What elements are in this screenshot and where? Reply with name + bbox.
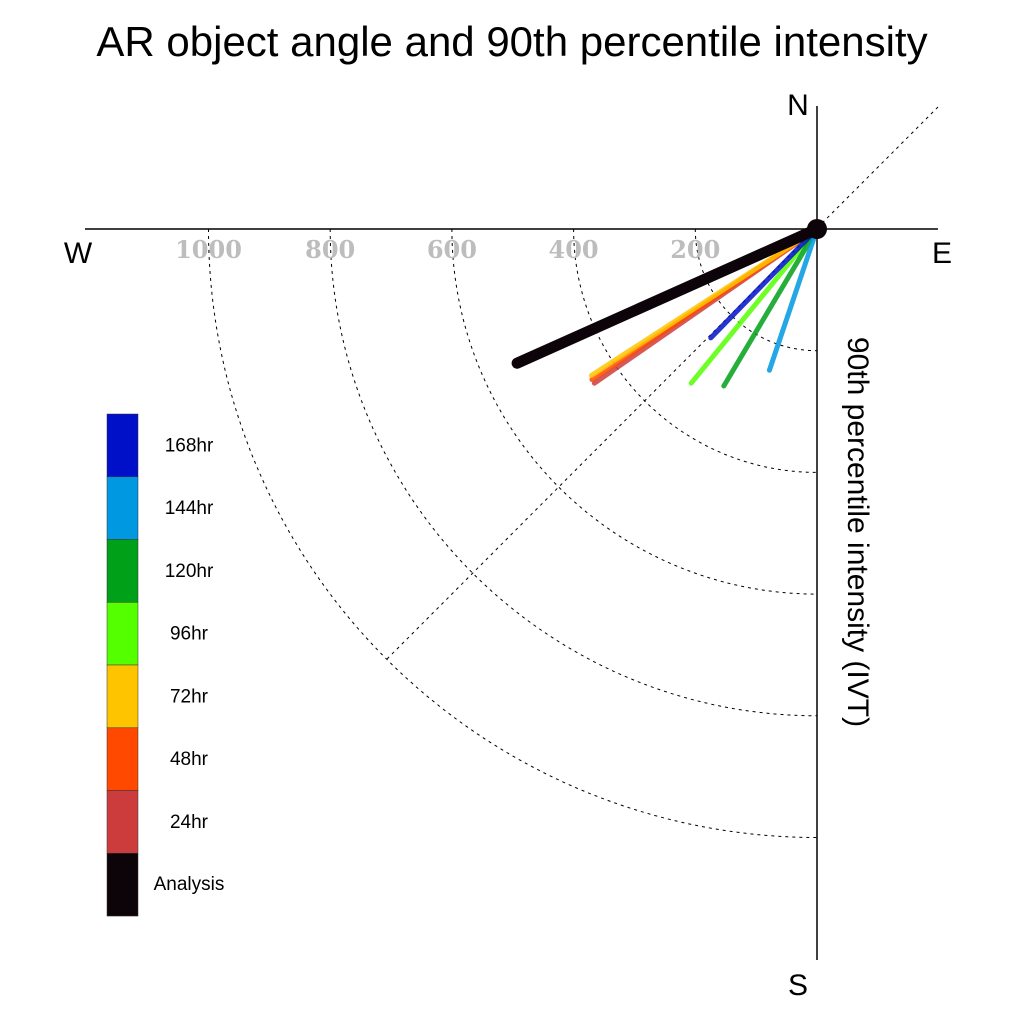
legend-swatch-96hr <box>106 602 139 666</box>
legend: 168hr 144hr 120hr 96hr 72hr 48hr 24hr Analysis <box>106 413 225 917</box>
legend-label-48hr: 48hr <box>170 749 209 770</box>
ring-label-200: 200 <box>670 235 720 264</box>
vector-144hr <box>766 226 820 373</box>
ring-label-400: 400 <box>549 235 599 264</box>
vector-120hr <box>721 226 820 389</box>
compass-south: S <box>788 969 808 1002</box>
legend-label-144hr: 144hr <box>165 498 214 519</box>
legend-swatch-72hr <box>106 664 139 728</box>
compass-east: E <box>932 237 952 270</box>
legend-swatch-24hr <box>106 790 139 854</box>
legend-swatch-168hr <box>106 413 139 477</box>
compass-north: N <box>787 89 809 122</box>
origin-marker <box>807 219 827 239</box>
legend-swatch-144hr <box>106 476 139 540</box>
series-vectors <box>511 223 823 389</box>
legend-label-analysis: Analysis <box>154 874 225 895</box>
chart-title: AR object angle and 90th percentile inte… <box>96 18 927 65</box>
legend-label-72hr: 72hr <box>170 686 209 707</box>
vector-analysis <box>511 223 823 369</box>
legend-swatch-analysis <box>106 853 139 917</box>
legend-label-120hr: 120hr <box>165 561 214 582</box>
legend-swatch-48hr <box>106 727 139 791</box>
ring-label-1000: 1000 <box>175 235 242 264</box>
legend-label-24hr: 24hr <box>170 812 209 833</box>
ring-label-600: 600 <box>427 235 477 264</box>
intensity-ring-600 <box>451 228 818 595</box>
vector-96hr <box>688 226 820 386</box>
intensity-ring-1000 <box>208 228 818 838</box>
ring-label-800: 800 <box>305 235 355 264</box>
vector-72hr <box>588 226 820 378</box>
ring-labels: 200 400 600 800 1000 <box>175 235 720 264</box>
legend-swatch-120hr <box>106 539 139 603</box>
compass-west: W <box>64 237 93 270</box>
radial-axis-label: 90th percentile intensity (IVT) <box>841 337 874 727</box>
vector-168hr <box>708 226 820 341</box>
legend-label-96hr: 96hr <box>170 624 209 645</box>
legend-label-168hr: 168hr <box>165 435 214 456</box>
